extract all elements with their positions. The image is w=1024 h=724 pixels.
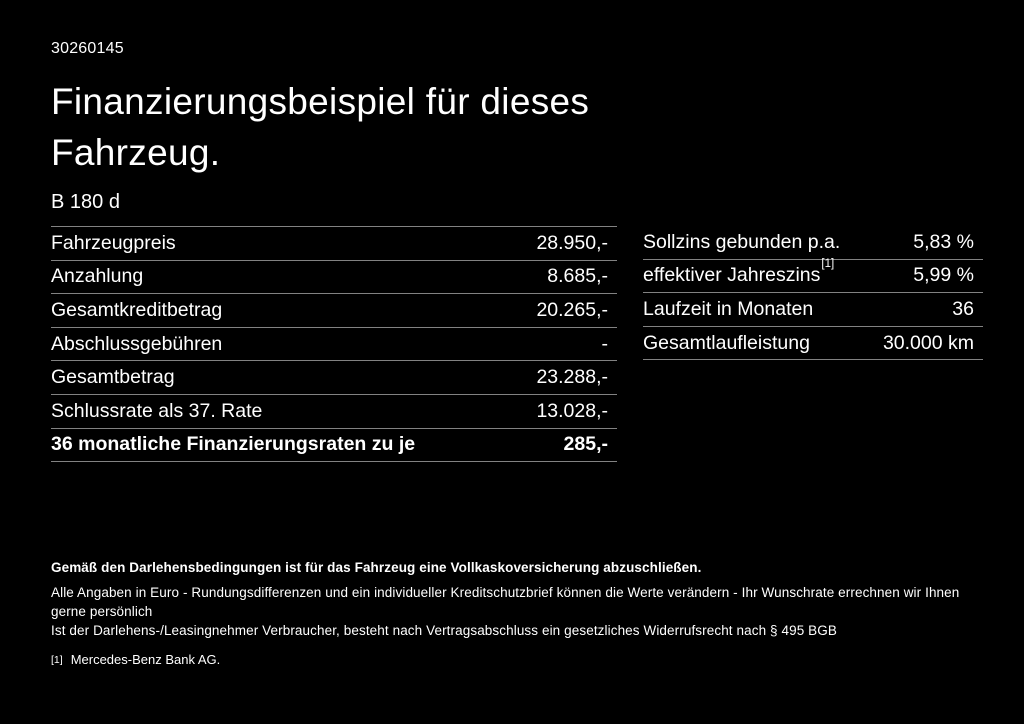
table-row: Sollzins gebunden p.a. 5,83 % [643,226,983,260]
row-value: 5,83 % [913,230,974,253]
footer-disclaimer: Gemäß den Darlehensbedingungen ist für d… [51,559,971,669]
table-row: Anzahlung 8.685,- [51,261,617,295]
table-row: Gesamtbetrag 23.288,- [51,361,617,395]
row-label: Abschlussgebühren [51,332,223,355]
table-row-monthly-rate: 36 monatliche Finanzierungsraten zu je 2… [51,429,617,463]
row-value: 5,99 % [913,264,974,287]
footnote-marker: [1] [51,654,63,667]
footnote: [1] Mercedes-Benz Bank AG. [51,652,971,669]
page-title: Finanzierungsbeispiel für dieses Fahrzeu… [51,81,590,173]
table-row: Fahrzeugpreis 28.950,- [51,227,617,261]
financing-table-right: Sollzins gebunden p.a. 5,83 % effektiver… [643,226,983,361]
disclaimer-line: Ist der Darlehens-/Leasingnehmer Verbrau… [51,623,837,639]
row-label: Schlussrate als 37. Rate [51,399,263,422]
disclaimer-line: Alle Angaben in Euro - Rundungsdifferenz… [51,585,960,620]
row-label: Sollzins gebunden p.a. [643,230,841,253]
table-row: Schlussrate als 37. Rate 13.028,- [51,395,617,429]
row-value: 13.028,- [536,399,608,422]
row-value: 36 [952,297,974,320]
table-row: Laufzeit in Monaten 36 [643,293,983,327]
footnote-text: Mercedes-Benz Bank AG. [70,652,221,668]
row-value: 23.288,- [536,366,608,389]
financing-tables: Fahrzeugpreis 28.950,- Anzahlung 8.685,-… [51,226,985,463]
row-value: 285,- [563,433,608,456]
financing-table-left: Fahrzeugpreis 28.950,- Anzahlung 8.685,-… [51,226,617,463]
row-label: Gesamtkreditbetrag [51,298,223,321]
disclaimer-bold: Gemäß den Darlehensbedingungen ist für d… [51,560,702,576]
row-label: Fahrzeugpreis [51,231,176,254]
row-value: 8.685,- [547,265,608,288]
row-value: 28.950,- [536,231,608,254]
footnote-ref: [1] [821,257,835,270]
row-label: Gesamtbetrag [51,366,175,389]
table-row: effektiver Jahreszins[1] 5,99 % [643,257,983,294]
row-label: 36 monatliche Finanzierungsraten zu je [51,433,416,456]
table-row: Abschlussgebühren - [51,328,617,362]
table-row: Gesamtlaufleistung 30.000 km [643,327,983,361]
row-label: Gesamtlaufleistung [643,331,810,354]
table-row: Gesamtkreditbetrag 20.265,- [51,294,617,328]
row-value: 20.265,- [536,298,608,321]
row-value: - [601,332,609,355]
row-label: Anzahlung [51,265,144,288]
model-name: B 180 d [51,191,120,213]
row-label: Laufzeit in Monaten [643,297,814,320]
row-value: 30.000 km [882,331,974,354]
vehicle-id: 30260145 [51,40,124,57]
row-label: effektiver Jahreszins[1] [643,257,835,287]
